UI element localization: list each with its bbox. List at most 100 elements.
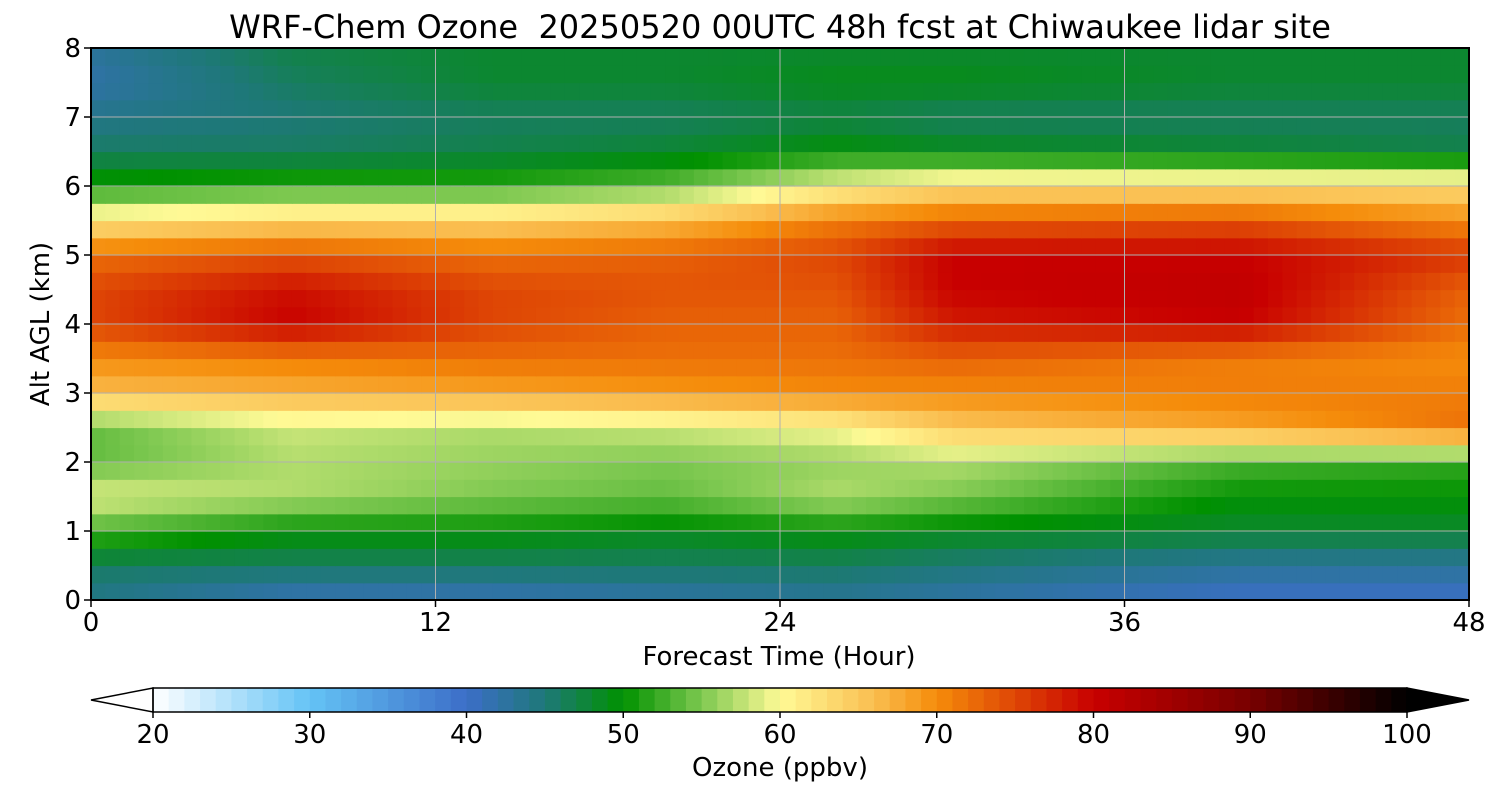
- heatmap-cell: [636, 65, 652, 84]
- heatmap-cell: [406, 341, 422, 360]
- heatmap-cell: [751, 117, 767, 135]
- heatmap-cell: [91, 168, 106, 187]
- heatmap-cell: [134, 393, 150, 411]
- heatmap-cell: [248, 427, 264, 446]
- heatmap-cell: [736, 410, 752, 429]
- heatmap-cell: [880, 531, 896, 549]
- heatmap-cell: [263, 358, 279, 377]
- colorbar-segment: [1250, 688, 1267, 712]
- heatmap-cell: [650, 341, 666, 360]
- heatmap-cell: [1095, 358, 1111, 377]
- heatmap-cell: [550, 324, 566, 342]
- heatmap-cell: [535, 462, 551, 480]
- heatmap-cell: [923, 255, 939, 273]
- heatmap-cell: [148, 151, 164, 170]
- heatmap-cell: [535, 82, 551, 101]
- heatmap-cell: [1081, 168, 1097, 187]
- heatmap-cell: [291, 496, 307, 515]
- heatmap-cell: [794, 289, 810, 308]
- heatmap-cell: [894, 565, 910, 584]
- heatmap-cell: [837, 462, 853, 480]
- heatmap-cell: [1325, 462, 1341, 480]
- heatmap-cell: [1038, 479, 1054, 498]
- heatmap-cell: [1210, 99, 1226, 118]
- heatmap-cell: [909, 168, 925, 187]
- heatmap-cell: [320, 324, 336, 342]
- heatmap-cell: [191, 289, 207, 308]
- heatmap-cell: [535, 513, 551, 532]
- heatmap-cell: [851, 341, 867, 360]
- heatmap-cell: [234, 341, 250, 360]
- heatmap-cell: [320, 410, 336, 429]
- heatmap-cells: [91, 48, 1470, 601]
- heatmap-cell: [435, 203, 451, 222]
- heatmap-cell: [191, 151, 207, 170]
- heatmap-cell: [765, 462, 781, 480]
- heatmap-cell: [693, 496, 709, 515]
- heatmap-cell: [291, 410, 307, 429]
- heatmap-cell: [823, 375, 839, 394]
- heatmap-cell: [794, 496, 810, 515]
- heatmap-cell: [880, 220, 896, 239]
- heatmap-cell: [1153, 393, 1169, 411]
- heatmap-cell: [162, 99, 178, 118]
- heatmap-cell: [105, 427, 121, 446]
- heatmap-cell: [1339, 444, 1355, 463]
- heatmap-cell: [464, 168, 480, 187]
- heatmap-cell: [263, 99, 279, 118]
- heatmap-cell: [1167, 289, 1183, 308]
- heatmap-cell: [837, 324, 853, 342]
- heatmap-cell: [1009, 444, 1025, 463]
- heatmap-cell: [1196, 151, 1212, 170]
- x-axis-label: Forecast Time (Hour): [642, 642, 915, 672]
- heatmap-cell: [736, 237, 752, 256]
- heatmap-cell: [1339, 462, 1355, 480]
- heatmap-cell: [780, 237, 795, 256]
- heatmap-cell: [435, 582, 451, 601]
- heatmap-cell: [1038, 168, 1054, 187]
- heatmap-cell: [478, 427, 494, 446]
- heatmap-cell: [1425, 117, 1441, 135]
- heatmap-cell: [736, 220, 752, 239]
- heatmap-cell: [263, 237, 279, 256]
- heatmap-cell: [1311, 220, 1327, 239]
- heatmap-cell: [535, 272, 551, 291]
- heatmap-cell: [335, 565, 350, 584]
- heatmap-cell: [148, 168, 164, 187]
- colorbar-segment: [497, 688, 514, 712]
- heatmap-cell: [622, 462, 638, 480]
- heatmap-cell: [980, 237, 996, 256]
- heatmap-cell: [722, 82, 738, 101]
- heatmap-cell: [320, 99, 336, 118]
- heatmap-cell: [550, 220, 566, 239]
- heatmap-cell: [679, 513, 695, 532]
- colorbar-segment: [780, 688, 797, 712]
- heatmap-cell: [1239, 48, 1255, 66]
- heatmap-cell: [1454, 582, 1470, 601]
- heatmap-cell: [406, 410, 422, 429]
- chart-title: WRF-Chem Ozone 20250520 00UTC 48h fcst a…: [229, 8, 1331, 46]
- heatmap-cell: [1124, 531, 1140, 549]
- heatmap-cell: [794, 237, 810, 256]
- heatmap-cell: [421, 444, 437, 463]
- heatmap-cell: [349, 324, 365, 342]
- heatmap-cell: [1368, 117, 1384, 135]
- heatmap-cell: [995, 427, 1011, 446]
- heatmap-cell: [665, 444, 681, 463]
- heatmap-cell: [780, 272, 795, 291]
- heatmap-cell: [1181, 565, 1197, 584]
- heatmap-cell: [765, 220, 781, 239]
- heatmap-cell: [220, 358, 236, 377]
- heatmap-cell: [1095, 531, 1111, 549]
- heatmap-cell: [148, 99, 164, 118]
- heatmap-cell: [464, 65, 480, 84]
- heatmap-cell: [91, 255, 106, 273]
- heatmap-cell: [636, 479, 652, 498]
- heatmap-cell: [636, 134, 652, 153]
- heatmap-cell: [880, 496, 896, 515]
- heatmap-cell: [1052, 444, 1068, 463]
- heatmap-cell: [880, 168, 896, 187]
- heatmap-cell: [736, 151, 752, 170]
- heatmap-cell: [880, 375, 896, 394]
- heatmap-cell: [1282, 565, 1298, 584]
